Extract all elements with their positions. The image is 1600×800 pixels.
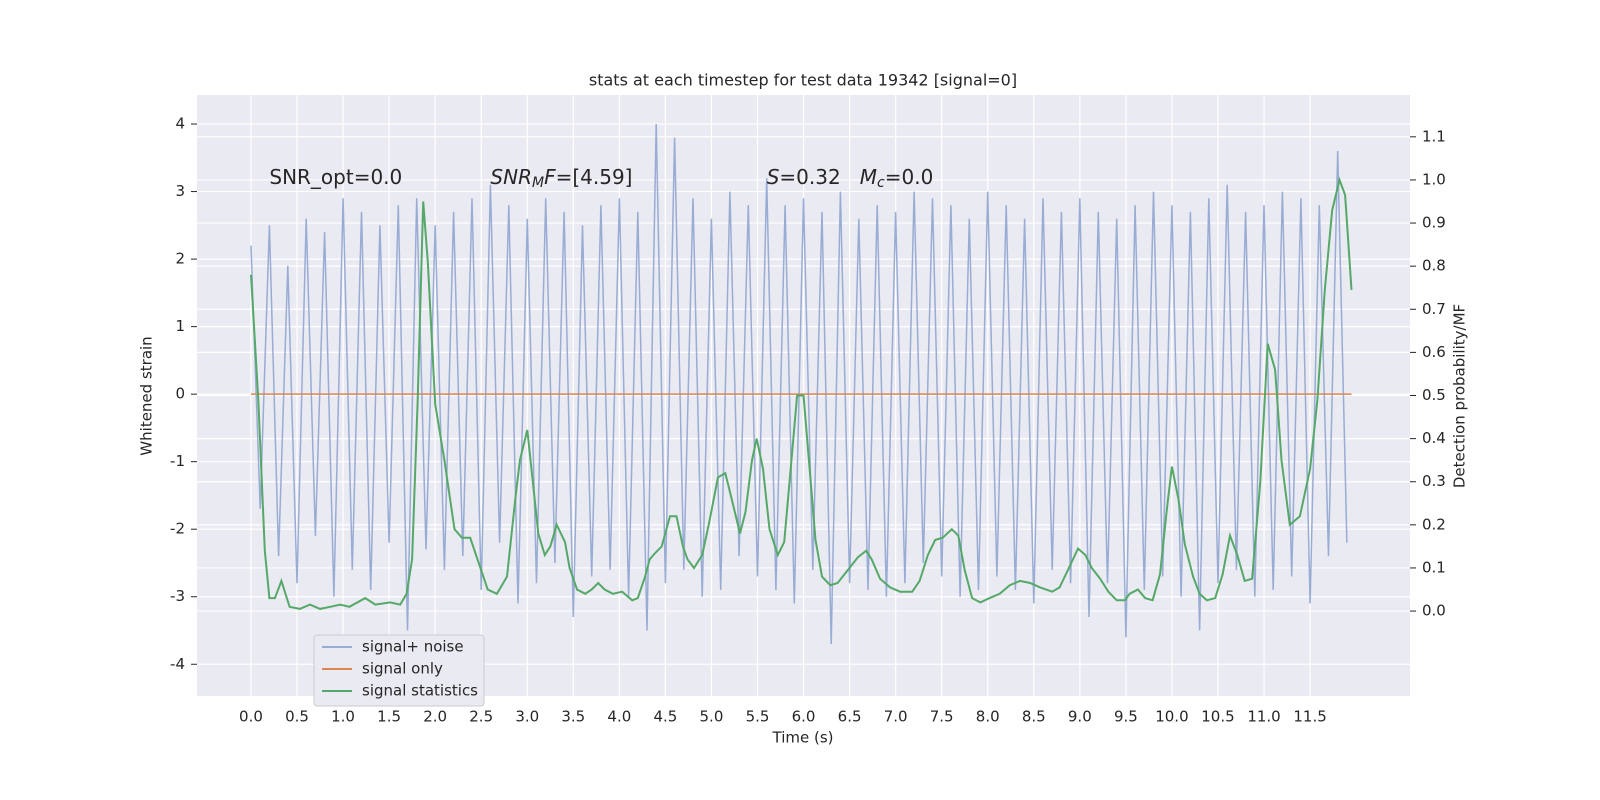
x-tick-label: 11.0 [1247,708,1280,726]
y-tick-label: 3 [175,182,185,200]
x-tick-label: 3.0 [515,708,539,726]
series-line [250,176,1353,610]
y2-tick-label: 0.8 [1422,257,1446,275]
x-tick-label: 10.0 [1155,708,1188,726]
x-tick-label: 2.0 [423,708,447,726]
y2-tick-label: 0.0 [1422,602,1446,620]
y2-tick-label: 0.6 [1422,343,1446,361]
annotation-part: S [767,165,780,189]
annotation-part: =[4.59] [556,165,633,189]
y2-tick-label: 0.7 [1422,300,1446,318]
y-tick-label: -1 [170,452,185,470]
y-tick-label: 1 [175,317,185,335]
y2-tick-label: 1.0 [1422,170,1446,188]
legend-label: signal only [362,660,443,678]
legend-label: signal+ noise [362,638,464,656]
y-tick-label: 0 [175,385,185,403]
x-tick-label: 3.5 [561,708,585,726]
labels: 0.0 0.5 1.0 1.5 2.0 2.5 3.0 3.5 4.0 4.5 5.0 5.5 6.0 6… [170,115,1446,726]
x-tick-label: 6.0 [792,708,816,726]
y2-tick-label: 0.4 [1422,429,1446,447]
chart-title: stats at each timestep for test data 193… [589,71,1017,90]
x-tick-label: 4.0 [607,708,631,726]
y2-tick-label: 1.1 [1422,127,1446,145]
y2-tick-label: 0.9 [1422,214,1446,232]
x-tick-label: 8.5 [1022,708,1046,726]
y-tick-label: 2 [175,250,185,268]
x-tick-label: 7.0 [884,708,908,726]
y2-tick-label: 0.1 [1422,558,1446,576]
x-tick-label: 9.5 [1114,708,1138,726]
annotation-part: M [860,165,877,189]
x-axis-label: Time (s) [772,729,834,747]
annotation: SNR_opt=0.0 [269,165,402,189]
y-tick-label: -4 [170,655,185,673]
annotation: SNRMF=[4.59] [490,165,632,192]
y2-axis-label: Detection probability/MF [1451,304,1469,488]
annotation-part: =0.0 [885,165,934,189]
y-tick-label: -2 [170,520,185,538]
annotation-part: SNR [490,165,532,189]
annotation-part: F [544,165,556,189]
x-tick-label: 1.0 [331,708,355,726]
x-tick-label: 10.5 [1201,708,1234,726]
x-tick-label: 9.0 [1068,708,1092,726]
x-tick-label: 1.5 [377,708,401,726]
marks [250,123,1353,645]
y2-tick-label: 0.3 [1422,472,1446,490]
legend-box [313,634,485,707]
x-tick-label: 0.5 [285,708,309,726]
annotation-part: M [532,175,544,191]
series-line [250,123,1348,645]
y2-tick-label: 0.2 [1422,515,1446,533]
x-tick-label: 2.5 [469,708,493,726]
annotation: S=0.32 Mc=0.0 [767,165,934,192]
x-tick-label: 4.5 [653,708,677,726]
y-tick-label: -3 [170,587,185,605]
x-tick-label: 11.5 [1293,708,1326,726]
y2-tick-label: 0.5 [1422,386,1446,404]
annotation-part: =0.32 [779,165,859,189]
x-tick-label: 0.0 [239,708,263,726]
x-tick-label: 8.0 [976,708,1000,726]
x-tick-label: 7.5 [930,708,954,726]
annotation-part: SNR_opt=0.0 [269,165,402,189]
x-tick-label: 5.5 [746,708,770,726]
legend-label: signal statistics [362,682,478,700]
x-tick-label: 5.0 [700,708,724,726]
annotation-part: c [877,175,885,191]
y-axis-label: Whitened strain [138,336,156,455]
y-tick-label: 4 [175,115,185,133]
x-tick-label: 6.5 [838,708,862,726]
